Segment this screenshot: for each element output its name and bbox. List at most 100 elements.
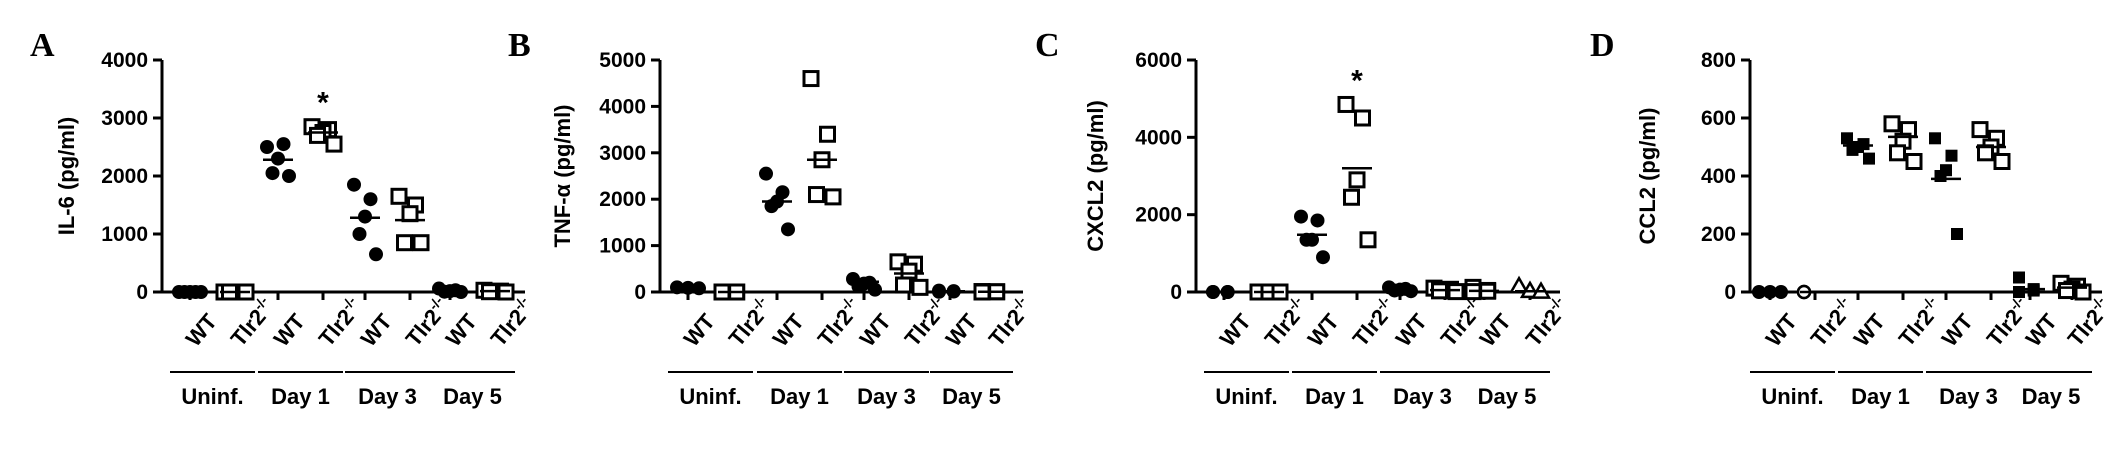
data-point — [2027, 284, 2040, 297]
y-tick-label: 6000 — [1135, 49, 1182, 72]
data-point — [895, 276, 912, 294]
y-tick-label: 400 — [1701, 165, 1736, 188]
category-label: WT — [1937, 309, 1978, 352]
category-label: WT — [181, 309, 222, 352]
panel-letter: B — [508, 27, 531, 64]
category-label: Tlr2-/- — [898, 293, 953, 352]
data-point — [1883, 115, 1901, 133]
category-label: WT — [1303, 309, 1344, 352]
category-label: Tlr2-/- — [1434, 293, 1489, 352]
group-label: Day 1 — [271, 384, 330, 409]
category-label: Tlr2-/- — [1980, 293, 2035, 352]
data-point — [265, 166, 280, 181]
data-point — [1294, 209, 1308, 224]
data-point — [2013, 271, 2025, 284]
group-label: Day 1 — [1305, 384, 1364, 409]
category-label: WT — [441, 309, 482, 352]
category-label: Tlr2-/- — [982, 293, 1037, 352]
data-point — [824, 188, 842, 206]
category-label: Tlr2-/- — [312, 293, 367, 352]
y-tick-label: 1000 — [599, 235, 646, 258]
y-tick-label: 3000 — [599, 142, 646, 165]
y-tick-label: 5000 — [599, 49, 646, 72]
category-label: Tlr2-/- — [1892, 293, 1947, 352]
group-label: Day 3 — [1393, 384, 1452, 409]
category-label: Tlr2-/- — [1258, 293, 1313, 352]
data-point — [1310, 213, 1325, 228]
y-tick-label: 2000 — [1135, 204, 1182, 227]
data-point — [781, 222, 795, 237]
category-label: Tlr2-/- — [1346, 293, 1401, 352]
y-tick-label: 200 — [1701, 223, 1736, 246]
group-label: Day 1 — [770, 384, 829, 409]
group-label: Day 3 — [857, 384, 916, 409]
data-point — [1299, 232, 1314, 247]
data-point — [1841, 132, 1853, 145]
data-point — [1316, 250, 1330, 265]
category-label: Tlr2-/- — [484, 293, 539, 352]
data-point — [1354, 109, 1371, 127]
data-point — [282, 169, 296, 183]
data-point — [868, 282, 882, 297]
y-tick-label: 1000 — [101, 223, 148, 246]
data-point — [276, 137, 291, 152]
group-label: Day 5 — [2022, 384, 2081, 409]
data-point — [2013, 286, 2025, 298]
data-point — [412, 234, 430, 252]
y-tick-label: 0 — [1724, 281, 1736, 304]
data-point — [1404, 284, 1418, 299]
category-label: Tlr2-/- — [224, 293, 279, 352]
category-label: WT — [269, 309, 310, 352]
group-label: Day 5 — [1478, 384, 1537, 409]
y-tick-label: 4000 — [599, 95, 646, 118]
data-point — [390, 187, 408, 205]
data-point — [352, 227, 367, 241]
significance-star: * — [317, 87, 329, 120]
data-point — [1934, 170, 1947, 182]
significance-star: * — [1351, 64, 1363, 97]
y-tick-label: 4000 — [1135, 126, 1182, 149]
data-point — [1447, 283, 1465, 301]
group-label: Uninf. — [679, 384, 741, 409]
category-label: Tlr2-/- — [399, 293, 454, 352]
category-label: Tlr2-/- — [1519, 293, 1574, 352]
y-tick-label: 0 — [1170, 281, 1182, 304]
data-point — [900, 262, 918, 280]
group-label: Day 1 — [1851, 384, 1910, 409]
category-label: WT — [855, 309, 896, 352]
data-point — [1971, 121, 1989, 139]
category-label: WT — [1849, 309, 1890, 352]
category-label: Tlr2-/- — [811, 293, 866, 352]
y-tick-label: 0 — [634, 281, 646, 304]
data-point — [1359, 231, 1377, 249]
group-label: Day 5 — [942, 384, 1001, 409]
data-point — [347, 177, 361, 192]
data-point — [363, 192, 378, 207]
group-label: Day 5 — [443, 384, 502, 409]
y-tick-label: 2000 — [599, 188, 646, 211]
data-point — [808, 186, 825, 204]
y-tick-label: 4000 — [101, 49, 148, 72]
category-label: WT — [679, 309, 720, 352]
data-point — [309, 126, 326, 144]
category-label: Tlr2-/- — [2061, 293, 2116, 352]
category-label: WT — [1475, 309, 1516, 352]
panel-letter: A — [30, 27, 55, 64]
y-axis-title: IL-6 (pg/ml) — [54, 117, 79, 236]
group-label: Uninf. — [1215, 384, 1277, 409]
data-point — [1348, 171, 1366, 189]
data-point — [1889, 144, 1906, 162]
y-tick-label: 2000 — [101, 165, 148, 188]
group-label: Day 3 — [358, 384, 417, 409]
data-point — [911, 278, 929, 296]
data-point — [1929, 132, 1941, 145]
category-label: WT — [2021, 309, 2062, 352]
data-point — [2058, 282, 2075, 300]
category-label: WT — [768, 309, 809, 352]
y-tick-label: 600 — [1701, 107, 1736, 130]
data-point — [1343, 188, 1360, 206]
data-point — [1905, 153, 1923, 170]
y-axis-title: CCL2 (pg/ml) — [1635, 108, 1660, 245]
